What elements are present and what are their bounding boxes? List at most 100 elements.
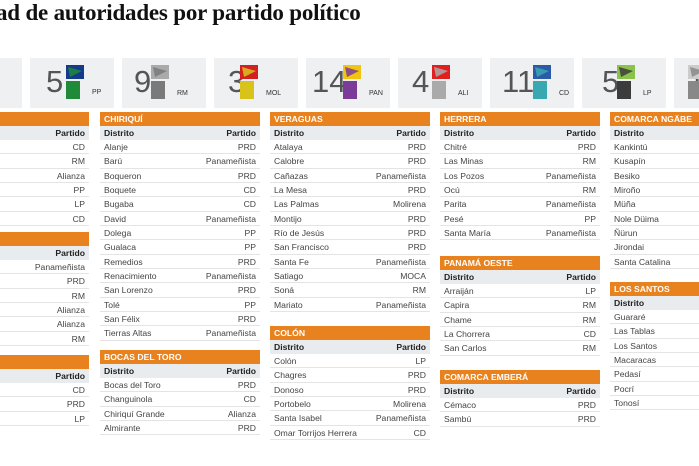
district-name: Atalaya [274, 142, 303, 152]
table-header: CHIRIQUÍ [100, 112, 260, 126]
table-row: Nole Düima [610, 212, 699, 227]
party-lp: 5 LP [582, 58, 666, 108]
table-header: HERRERA [440, 112, 600, 126]
party-name: PRD [407, 242, 426, 253]
district-name: Donoso [274, 384, 304, 395]
district-name: Santa María [444, 228, 491, 239]
table-row: CD [0, 383, 89, 398]
table-row: Santa Isabel Panameñista [270, 411, 430, 426]
table-row: Los Santos [610, 339, 699, 354]
district-name: La Chorrera [444, 329, 490, 340]
column-header: Distrito Partido [440, 384, 600, 398]
column-header: Distrito Partido [440, 126, 600, 140]
table-row: Tolé PP [100, 298, 260, 313]
table-row: Alianza [0, 303, 89, 318]
column-party: Partido [566, 128, 596, 138]
table-header: LOS SANTOS [610, 282, 699, 296]
party-name: PRD [407, 213, 426, 224]
party-name: Molirena [393, 399, 426, 410]
party-name: PRD [577, 400, 596, 410]
district-name: Nole Düima [614, 213, 659, 224]
table-row: Chitré PRD [440, 140, 600, 155]
party-name: Alianza [227, 408, 256, 419]
table-row: Omar Torrijos Herrera CD [270, 426, 430, 441]
table-row: La Mesa PRD [270, 183, 430, 198]
district-name: Las Minas [444, 156, 484, 167]
district-name: Chitré [444, 142, 467, 152]
district-name: Colón [274, 356, 297, 366]
party-mol: 3 MOL [214, 58, 298, 108]
table-row: Macaracas [610, 353, 699, 368]
column-header: Distrito Partido [270, 126, 430, 140]
table-panama-oeste: PANAMÁ OESTE Distrito Partido Arraiján LP Cap… [440, 256, 600, 356]
district-name: Cémaco [444, 400, 476, 410]
district-name: San Lorenzo [104, 285, 153, 296]
table-row: Miroño [610, 183, 699, 198]
column-district: Distrito [274, 128, 305, 138]
page-title: ad de autoridades por partido político [0, 0, 361, 25]
party-name: PRD [237, 285, 256, 296]
party-name: RM [582, 314, 596, 325]
table-header [0, 112, 89, 126]
column-district: Distrito [614, 298, 645, 308]
district-name: Renacimiento [104, 271, 157, 282]
party-logo-icon [343, 65, 361, 99]
table-row: Santa Catalina [610, 255, 699, 270]
party-name: PRD [407, 142, 426, 152]
party-name: RM [582, 156, 596, 167]
table-left1: Partido CD RM Alianza PP LP CD [0, 112, 89, 227]
table-row: Sambú PRD [440, 412, 600, 427]
district-name: Ocú [444, 185, 460, 196]
district-name: Santa Fe [274, 256, 309, 267]
district-name: Los Pozos [444, 170, 485, 181]
table-row: Kankintú [610, 140, 699, 155]
party-ali: 4 ALI [398, 58, 482, 108]
district-name: Las Tablas [614, 326, 655, 337]
table-row: Arraiján LP [440, 284, 600, 299]
party-label: PP [92, 89, 102, 96]
district-name: Mariato [274, 299, 303, 310]
column-party: Partido [55, 248, 85, 258]
table-row: Calobre PRD [270, 154, 430, 169]
column-header: Partido [0, 126, 89, 140]
table-row: Boqueron PRD [100, 169, 260, 184]
table-row: Chame RM [440, 313, 600, 328]
table-row: Portobelo Molirena [270, 397, 430, 412]
column-header: Distrito Partido [100, 364, 260, 378]
party-name: Panameñista [545, 228, 596, 239]
party-rm: 9 RM [122, 58, 206, 108]
table-chiriqui: CHIRIQUÍ Distrito Partido Alanje PRD Barú Pana… [100, 112, 260, 341]
district-name: Río de Jesús [274, 228, 325, 239]
table-row: PRD [0, 397, 89, 412]
table-row: Chiriquí Grande Alianza [100, 407, 260, 422]
table-header [0, 232, 89, 246]
party-name: CD [243, 394, 256, 405]
column-header: Distrito [610, 296, 699, 310]
party-name: LP [74, 413, 85, 424]
table-row: Barú Panameñista [100, 154, 260, 169]
table-row: Las Palmas Molirena [270, 197, 430, 212]
table-row: San Félix PRD [100, 312, 260, 327]
party-name: MOCA [400, 271, 426, 282]
party-name: CD [72, 385, 85, 395]
district-name: Dolega [104, 228, 132, 239]
column-party: Partido [566, 272, 596, 282]
column-header: Distrito [610, 126, 699, 140]
district-name: Portobelo [274, 399, 311, 410]
table-row: Bugaba CD [100, 197, 260, 212]
district-name: Gualaca [104, 242, 137, 253]
party-name: CD [72, 213, 85, 224]
party-name: CD [413, 427, 426, 438]
party-label: PAN [369, 90, 383, 97]
table-row: Soná RM [270, 283, 430, 298]
district-name: Santa Isabel [274, 413, 322, 424]
party-name: Panameñista [375, 256, 426, 267]
party-name: Panameñista [545, 170, 596, 181]
table-bocas: BOCAS DEL TORO Distrito Partido Bocas del T… [100, 350, 260, 436]
table-row: La Chorrera CD [440, 327, 600, 342]
column-party: Partido [396, 342, 426, 352]
column-district: Distrito [444, 128, 475, 138]
district-name: Besiko [614, 170, 640, 181]
table-row: San Lorenzo PRD [100, 283, 260, 298]
